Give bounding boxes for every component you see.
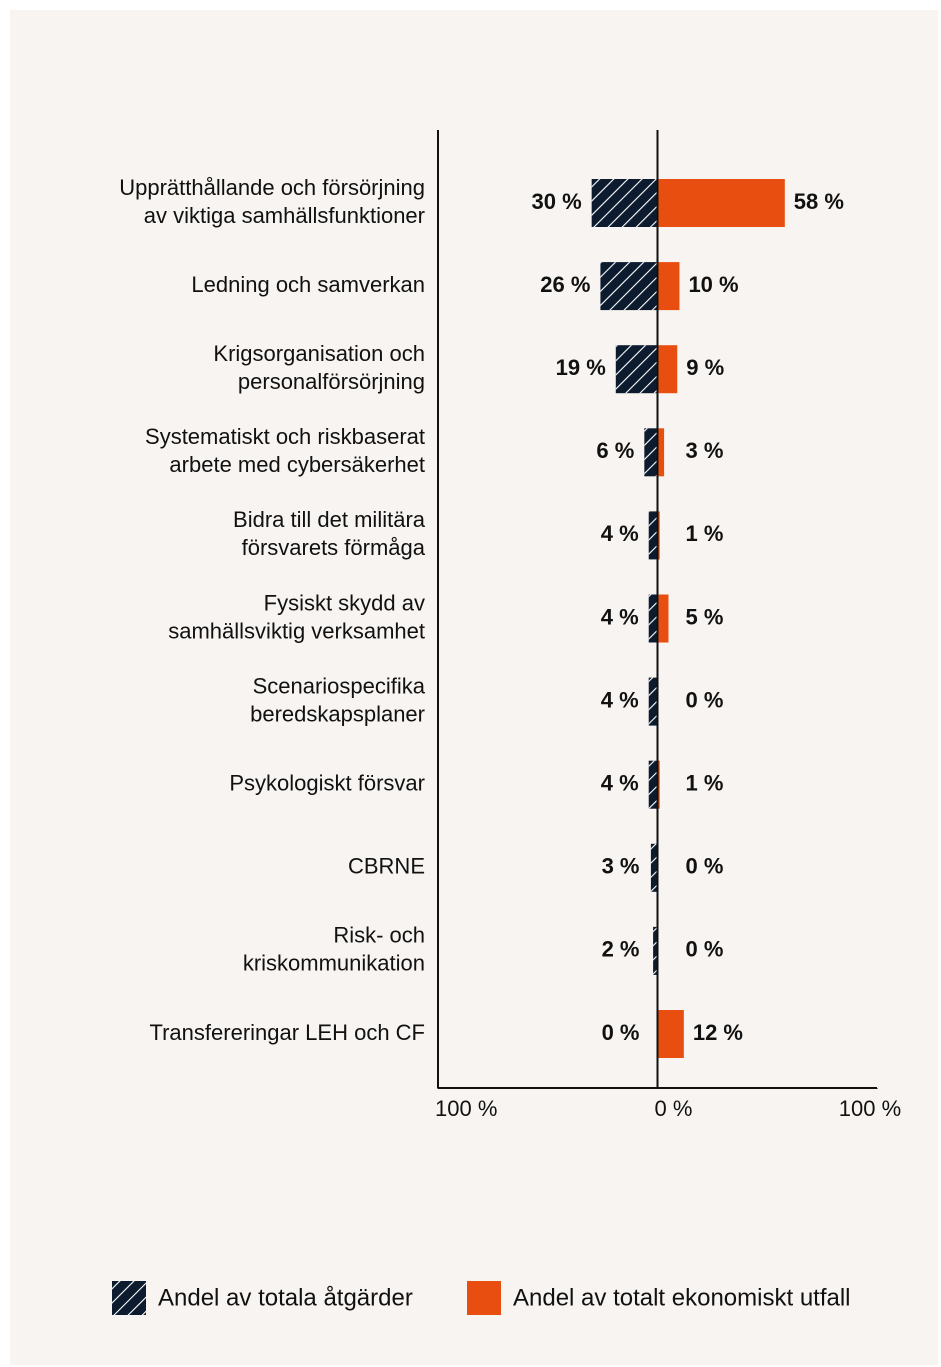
value-label: 5 % bbox=[686, 604, 724, 629]
bar bbox=[657, 594, 669, 643]
bar-hatch bbox=[648, 677, 658, 726]
category-label: Transfereringar LEH och CF bbox=[149, 1020, 425, 1045]
value-label: 0 % bbox=[686, 854, 724, 879]
bar bbox=[657, 179, 785, 227]
bar-hatch bbox=[653, 926, 658, 975]
bar bbox=[600, 262, 658, 311]
value-label: 9 % bbox=[686, 355, 724, 380]
bar-hatch bbox=[648, 594, 658, 643]
bar bbox=[657, 760, 660, 809]
bar bbox=[648, 511, 658, 560]
legend-swatch-hatch bbox=[112, 1281, 146, 1315]
bar bbox=[653, 926, 658, 975]
bar bbox=[648, 594, 658, 643]
value-label: 1 % bbox=[686, 521, 724, 546]
legend-swatch bbox=[467, 1281, 501, 1315]
value-label: 4 % bbox=[601, 604, 639, 629]
bar bbox=[615, 345, 658, 394]
value-label: 0 % bbox=[686, 687, 724, 712]
value-label: 4 % bbox=[601, 687, 639, 712]
bar-hatch bbox=[591, 179, 658, 227]
bar bbox=[657, 345, 678, 394]
category-label: Upprätthållande och försörjning bbox=[119, 175, 425, 200]
bar bbox=[657, 428, 665, 477]
category-label: arbete med cybersäkerhet bbox=[169, 452, 425, 477]
value-label: 0 % bbox=[602, 1020, 640, 1045]
bar-hatch bbox=[600, 262, 658, 311]
category-label: Krigsorganisation och bbox=[213, 341, 425, 366]
category-label: Bidra till det militära bbox=[233, 507, 426, 532]
bar bbox=[657, 262, 680, 311]
category-label: beredskapsplaner bbox=[250, 701, 425, 726]
legend-label: Andel av totala åtgärder bbox=[158, 1284, 413, 1311]
value-label: 12 % bbox=[693, 1020, 743, 1045]
value-label: 4 % bbox=[601, 521, 639, 546]
category-label: Scenariospecifika bbox=[253, 673, 426, 698]
category-label: av viktiga samhällsfunktioner bbox=[144, 203, 425, 228]
bar bbox=[591, 179, 658, 227]
category-label: Risk- och bbox=[333, 923, 425, 948]
bar-hatch bbox=[644, 428, 658, 477]
category-label: Ledning och samverkan bbox=[191, 272, 425, 297]
bar-hatch bbox=[648, 760, 658, 809]
bar bbox=[648, 677, 658, 726]
category-label: personalförsörjning bbox=[238, 369, 425, 394]
category-label: kriskommunikation bbox=[243, 951, 425, 976]
value-label: 4 % bbox=[601, 771, 639, 796]
x-tick-label: 100 % bbox=[839, 1096, 901, 1121]
bar bbox=[657, 511, 660, 560]
value-label: 30 % bbox=[531, 189, 581, 214]
value-label: 19 % bbox=[556, 355, 606, 380]
x-tick-label: 100 % bbox=[435, 1096, 497, 1121]
value-label: 2 % bbox=[602, 937, 640, 962]
value-label: 6 % bbox=[596, 438, 634, 463]
category-label: Systematiskt och riskbaserat bbox=[145, 424, 425, 449]
value-label: 26 % bbox=[540, 272, 590, 297]
bar bbox=[644, 428, 658, 477]
panel bbox=[10, 10, 938, 1365]
category-label: Psykologiskt försvar bbox=[229, 771, 425, 796]
bar bbox=[650, 843, 658, 892]
bar-hatch bbox=[648, 511, 658, 560]
x-tick-label: 0 % bbox=[655, 1096, 693, 1121]
category-label: CBRNE bbox=[348, 854, 425, 879]
bar bbox=[657, 1010, 684, 1058]
bar-hatch bbox=[615, 345, 658, 394]
value-label: 58 % bbox=[794, 189, 844, 214]
value-label: 1 % bbox=[686, 771, 724, 796]
value-label: 3 % bbox=[602, 854, 640, 879]
category-label: samhällsviktig verksamhet bbox=[168, 618, 425, 643]
bar-hatch bbox=[650, 843, 658, 892]
category-label: försvarets förmåga bbox=[242, 535, 426, 560]
category-label: Fysiskt skydd av bbox=[264, 590, 425, 615]
value-label: 3 % bbox=[686, 438, 724, 463]
value-label: 10 % bbox=[688, 272, 738, 297]
legend-label: Andel av totalt ekonomiskt utfall bbox=[513, 1284, 851, 1311]
bar bbox=[648, 760, 658, 809]
value-label: 0 % bbox=[686, 937, 724, 962]
